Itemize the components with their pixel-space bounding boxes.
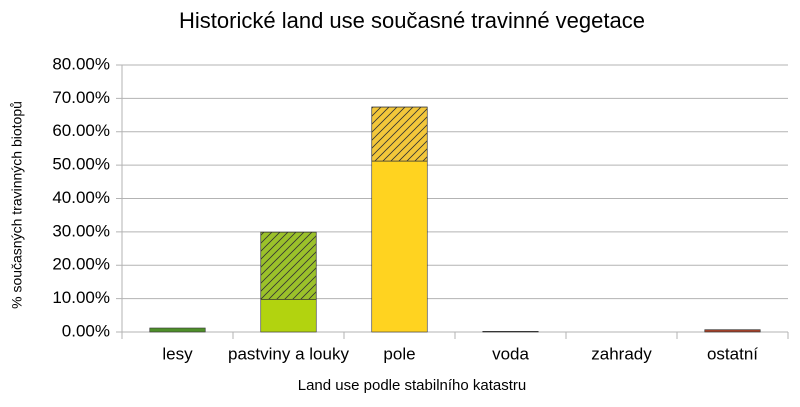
y-tick-label: 60.00% xyxy=(52,121,110,140)
bar-hatch xyxy=(260,231,317,300)
x-tick-label: voda xyxy=(492,344,529,363)
bar-hatch xyxy=(371,106,428,162)
x-tick-label: ostatní xyxy=(707,344,758,363)
bar-segment xyxy=(371,160,428,333)
y-tick-label: 70.00% xyxy=(52,88,110,107)
y-tick-label: 20.00% xyxy=(52,255,110,274)
bar-segment xyxy=(149,327,206,333)
bar-segment xyxy=(704,329,761,333)
x-axis-label: Land use podle stabilního katastru xyxy=(298,377,527,394)
y-tick-label: 80.00% xyxy=(52,54,110,73)
y-tick-label: 30.00% xyxy=(52,221,110,240)
x-tick-label: pastviny a louky xyxy=(228,344,349,363)
bar-segment xyxy=(482,331,539,333)
bar-segment xyxy=(260,298,317,333)
y-axis-label: % současných travinných biotopů xyxy=(9,101,25,309)
y-tick-label: 50.00% xyxy=(52,155,110,174)
chart-title: Historické land use současné travinné ve… xyxy=(179,8,645,33)
x-tick-label: pole xyxy=(383,344,415,363)
y-tick-label: 40.00% xyxy=(52,188,110,207)
x-tick-label: zahrady xyxy=(591,344,652,363)
x-tick-label: lesy xyxy=(162,344,193,363)
y-tick-label: 10.00% xyxy=(52,288,110,307)
y-tick-label: 0.00% xyxy=(62,321,110,340)
